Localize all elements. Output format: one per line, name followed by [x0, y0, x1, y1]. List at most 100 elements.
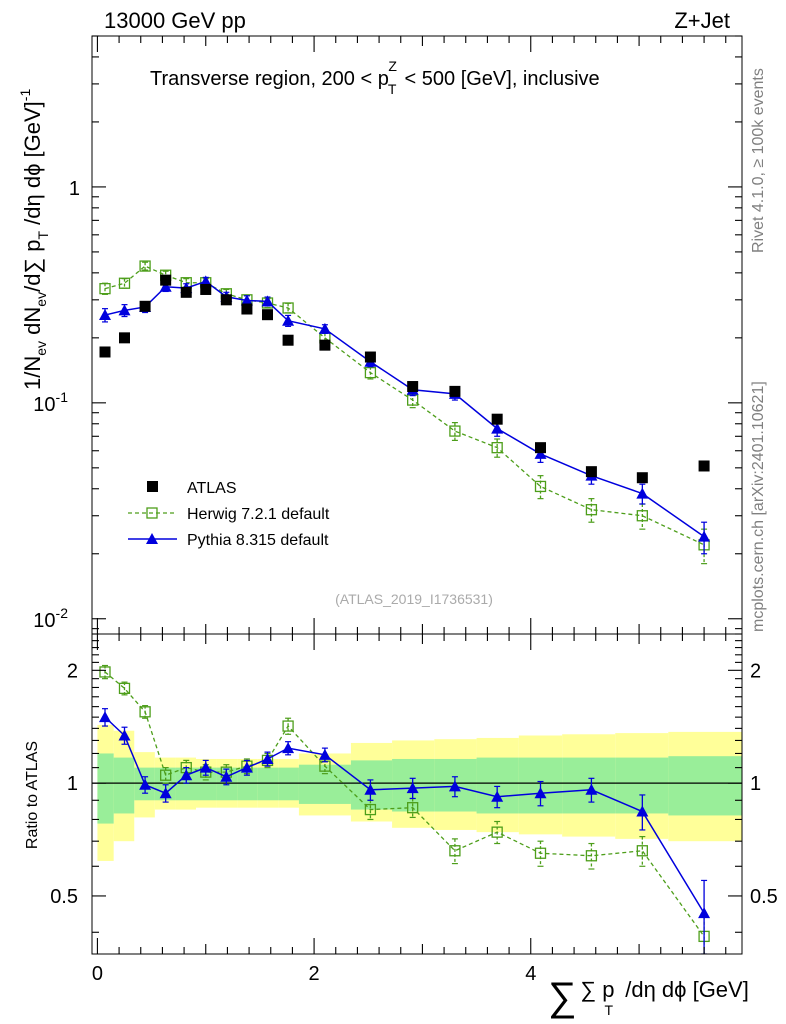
x-tick-label: 4	[525, 963, 536, 985]
main-pythia-point	[261, 295, 274, 307]
band-inner	[350, 760, 393, 810]
ratio-pythia-point	[318, 748, 331, 760]
ratio-pythia-point	[240, 761, 253, 773]
ratio-pythia-point	[534, 787, 547, 799]
main-herwig-point	[534, 480, 547, 493]
ratio-herwig-point	[491, 826, 503, 838]
header-right: Z+Jet	[674, 8, 730, 33]
ratio-pythia-point	[282, 742, 295, 754]
main-atlas-point	[585, 466, 597, 478]
band-inner	[237, 767, 258, 801]
main-y-tick-label: 10-1	[33, 389, 68, 416]
header-left: 13000 GeV pp	[104, 8, 246, 33]
ratio-pythia-point	[139, 778, 152, 790]
main-atlas-point	[407, 381, 419, 393]
main-pythia-point	[636, 487, 649, 499]
main-title: Transverse region, 200 < pTZ < 500 [GeV]…	[150, 58, 600, 97]
main-atlas-point	[282, 334, 294, 346]
x-tick-label: 0	[92, 963, 103, 985]
main-atlas-point	[262, 309, 273, 321]
axes: 10-2 10-1 1 0 2 4 0.5 0.5 1 1 2 2	[33, 35, 778, 985]
ratio-y-label: Ratio to ATLAS	[24, 741, 41, 849]
ratio-pythia-point	[99, 711, 111, 723]
main-herwig-point	[491, 442, 503, 454]
band-inner	[278, 767, 299, 801]
main-atlas-point	[180, 286, 192, 298]
main-pythia-point	[159, 280, 172, 292]
ratio-herwig-point	[282, 720, 294, 732]
ratio-pythia-point	[406, 782, 419, 794]
ratio-herwig-point	[449, 845, 461, 857]
main-herwig-point	[585, 504, 598, 516]
ratio-pythia-point	[448, 780, 461, 792]
main-plot	[99, 260, 711, 565]
main-herwig-point	[449, 425, 461, 437]
ratio-herwig-point	[585, 850, 598, 862]
main-atlas-point	[698, 460, 710, 472]
ratio-pythia-point	[698, 907, 711, 919]
band-inner	[175, 767, 196, 801]
ratio-y-tick-label-right: 0.5	[750, 886, 778, 908]
ratio-pythia-point	[636, 805, 649, 817]
ratio-herwig-point	[139, 706, 151, 718]
main-atlas-point	[364, 351, 376, 363]
ratio-herwig-point	[636, 845, 648, 857]
ratio-pythia-point	[364, 783, 377, 795]
ratio-plot	[99, 664, 711, 954]
legend-marker-herwig	[146, 507, 158, 519]
main-atlas-point	[636, 472, 648, 484]
main-herwig-line	[104, 265, 705, 546]
main-herwig-point	[636, 510, 648, 522]
main-atlas-point	[99, 346, 111, 358]
ratio-herwig-point	[407, 802, 419, 814]
mcplots-label: mcplots.cern.ch [arXiv:2401.10621]	[750, 381, 767, 632]
ratio-pythia-point	[585, 783, 598, 795]
main-pythia-point	[534, 447, 547, 459]
legend-label-pythia: Pythia 8.315 default	[187, 532, 329, 549]
main-pythia-point	[698, 530, 711, 542]
main-herwig-point	[364, 366, 377, 379]
ratio-pythia-point	[180, 769, 193, 781]
main-atlas-point	[139, 300, 151, 312]
band-inner	[668, 756, 742, 816]
legend-marker-pythia	[146, 533, 158, 544]
ratio-herwig-point	[534, 847, 547, 859]
ratio-y-tick-label-left: 0.5	[50, 886, 78, 908]
main-pythia-line	[104, 280, 705, 538]
ratio-herwig-point	[319, 760, 331, 772]
rivet-label: Rivet 4.1.0, ≥ 100k events	[750, 68, 767, 253]
main-y-tick-label: 10-2	[33, 605, 68, 632]
ratio-y-tick-label-right: 1	[750, 773, 761, 795]
main-pythia-point	[318, 322, 331, 334]
main-atlas-point	[119, 332, 130, 344]
main-pythia-point	[118, 304, 131, 316]
ratio-herwig-point	[99, 666, 111, 678]
main-pythia-point	[282, 314, 295, 326]
main-atlas-point	[491, 413, 503, 425]
ratio-herwig-point	[160, 769, 172, 781]
legend-marker-atlas	[147, 481, 158, 492]
legend-label-herwig: Herwig 7.2.1 default	[187, 506, 330, 523]
main-atlas-point	[200, 283, 212, 295]
ratio-pythia-point	[261, 752, 274, 764]
main-pythia-point	[491, 422, 504, 434]
band-inner	[113, 757, 135, 814]
ratio-y-tick-label-left: 1	[67, 773, 78, 795]
ratio-frame	[91, 633, 743, 955]
main-herwig-point	[99, 282, 111, 295]
main-herwig-point	[282, 302, 294, 314]
ratio-y-tick-label-right: 2	[750, 660, 761, 682]
analysis-label: (ATLAS_2019_I1736531)	[335, 591, 493, 607]
main-atlas-point	[220, 294, 232, 306]
band-inner	[562, 757, 616, 814]
legend-label-atlas: ATLAS	[187, 480, 237, 497]
ratio-herwig-point	[364, 803, 377, 816]
ratio-pythia-point	[159, 787, 172, 799]
ratio-pythia-point	[118, 729, 131, 741]
legend: ATLAS Herwig 7.2.1 default Pythia 8.315 …	[128, 480, 330, 549]
main-y-label: 1/Nev dNev/d∑ pT /dη dϕ [GeV]-1	[17, 89, 51, 390]
main-herwig-point	[407, 394, 419, 406]
ratio-bands	[92, 724, 742, 861]
